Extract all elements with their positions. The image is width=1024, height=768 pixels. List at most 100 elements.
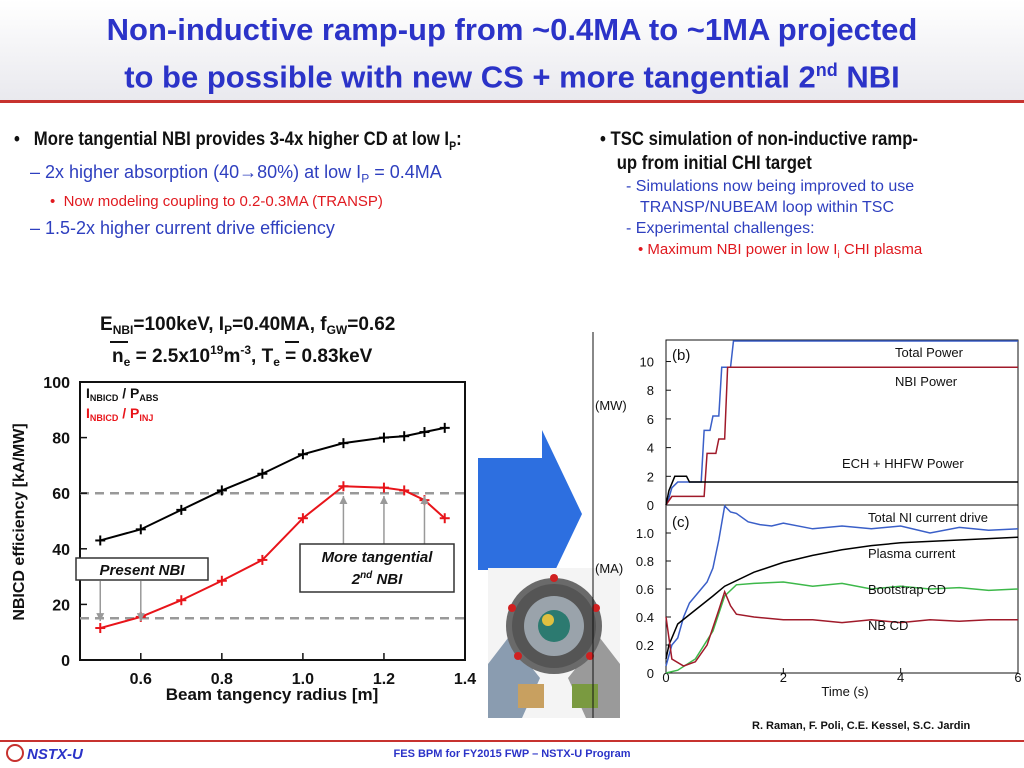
data-point [95, 623, 106, 634]
x-tick-label: 1.2 [373, 671, 395, 688]
svg-text:ENBI=100keV, IP=0.40MA, fGW=0.: ENBI=100keV, IP=0.40MA, fGW=0.62 [100, 314, 395, 337]
y-tick-label: 1.0 [636, 526, 654, 541]
x-tick-label: 4 [897, 670, 904, 685]
tsc-simulation-chart: 0 2 4 6 8 10 0 0.2 0.4 0.6 0.8 1.0 0 2 4 6 (b) (c) (MW)… [592, 332, 1022, 718]
data-point [135, 524, 146, 535]
data-point [297, 513, 308, 524]
data-point [378, 482, 389, 493]
data-point [95, 535, 106, 546]
right-bullet-list: • TSC simulation of non-inductive ramp- … [600, 128, 1024, 267]
bullet-tsc-simulation: • TSC simulation of non-inductive ramp- [600, 129, 918, 150]
y-tick-label: 40 [52, 542, 70, 559]
svg-text:More tangential: More tangential [322, 549, 434, 566]
y-tick-label: 0 [647, 666, 654, 681]
subbullet-simulations-cont: TRANSP/NUBEAM loop within TSC [640, 199, 894, 216]
y-tick-label: 10 [640, 355, 654, 370]
y-tick-label: 0.6 [636, 582, 654, 597]
slide-title: Non-inductive ramp-up from ~0.4MA to ~1M… [0, 10, 1024, 97]
tokamak-device-image [488, 568, 620, 718]
panel-c-series-0 [665, 504, 1019, 667]
y-tick-label: 2 [647, 469, 654, 484]
label-ech-hhfw-power: ECH + HHFW Power [842, 456, 964, 471]
panel-b-frame [665, 339, 1019, 506]
subbullet-simulations: - Simulations now being improved to use [626, 178, 915, 195]
svg-text:2nd NBI: 2nd NBI [351, 570, 403, 588]
y-tick-label: 8 [647, 383, 654, 398]
y-tick-label: 0 [647, 498, 654, 513]
chart-title: ENBI=100keV, IP=0.40MA, fGW=0.62 ne = 2.… [100, 314, 395, 369]
panel-b-series-1 [665, 366, 1018, 506]
svg-text:INBICD / PABS: INBICD / PABS [86, 385, 158, 403]
subsubbullet-transp: • Now modeling coupling to 0.2-0.3MA (TR… [50, 193, 383, 211]
nbicd-efficiency-chart: ENBI=100keV, IP=0.40MA, fGW=0.62 ne = 2.… [11, 314, 476, 704]
y-tick-label: 6 [647, 412, 654, 427]
author-credit: R. Raman, F. Poli, C.E. Kessel, S.C. Jar… [752, 720, 971, 732]
plot-frame [79, 381, 466, 661]
slide-header [0, 0, 1024, 100]
x-tick-label: 6 [1014, 670, 1021, 685]
x-tick-label: 1.0 [292, 671, 314, 688]
label-total-ni-cd: Total NI current drive [868, 510, 988, 525]
bullet-tsc-simulation-cont: up from initial CHI target [616, 153, 812, 174]
bullet-tangential-nbi: • More tangential NBI provides 3-4x high… [14, 129, 462, 153]
x-tick-label: 0 [662, 670, 669, 685]
present-nbi-arrow [136, 581, 145, 622]
series-line-0 [99, 426, 445, 542]
x-tick-label: 0.6 [130, 671, 152, 688]
data-point [439, 513, 450, 524]
label-total-power: Total Power [895, 345, 964, 360]
panel-c-frame [665, 504, 1019, 674]
label-nb-cd: NB CD [868, 618, 908, 633]
present-nbi-arrow [96, 581, 105, 622]
data-point [216, 485, 227, 496]
data-point [399, 431, 410, 442]
label-bootstrap-cd: Bootstrap CD [868, 582, 946, 597]
y-tick-label: 80 [52, 431, 70, 448]
panel-c-label: (c) [672, 514, 690, 531]
more-tangential-arrow [420, 495, 429, 544]
y-tick-label: 4 [647, 441, 654, 456]
panel-b-series-2 [665, 475, 1018, 506]
data-point [338, 438, 349, 449]
title-line-2: to be possible with new CS + more tangen… [124, 59, 900, 95]
x-axis-label: Beam tangency radius [m] [166, 685, 379, 704]
data-point [216, 575, 227, 586]
data-point [338, 481, 349, 492]
more-tangential-arrow [379, 495, 388, 544]
data-point [176, 504, 187, 515]
subbullet-efficiency: – 1.5-2x higher current drive efficiency [30, 218, 335, 239]
x-tick-label: 1.4 [454, 671, 476, 688]
time-axis-label: Time (s) [821, 684, 868, 699]
panel-b-ylabel: (MW) [595, 398, 627, 413]
data-point [257, 554, 268, 565]
nstx-logo-icon [6, 744, 24, 762]
header-divider [0, 100, 1024, 103]
panel-c-series-3 [665, 589, 1018, 667]
data-point [297, 449, 308, 460]
more-tangential-label: More tangential 2nd NBI [299, 543, 455, 593]
data-point [257, 468, 268, 479]
data-point [439, 422, 450, 433]
panel-c-series-1 [665, 536, 1019, 660]
present-nbi-label: Present NBI [75, 557, 209, 581]
transition-arrow [478, 430, 582, 598]
y-tick-label: 0.8 [636, 554, 654, 569]
left-bullet-list: • More tangential NBI provides 3-4x high… [14, 128, 594, 240]
panel-b-label: (b) [672, 347, 690, 364]
y-tick-label: 0.4 [636, 610, 654, 625]
label-plasma-current: Plasma current [868, 546, 956, 561]
subsubbullet-nbi-power: • Maximum NBI power in low Ii CHI plasma [638, 241, 923, 261]
footer-divider [0, 740, 1024, 742]
x-tick-label: 2 [780, 670, 787, 685]
data-point [176, 595, 187, 606]
svg-text:Present NBI: Present NBI [99, 562, 185, 579]
y-tick-label: 100 [43, 375, 70, 392]
footer-program: FES BPM for FY2015 FWP – NSTX-U Program [393, 748, 631, 760]
y-tick-label: 0 [61, 653, 70, 670]
nstx-logo: NSTX-U [6, 744, 83, 763]
label-nbi-power: NBI Power [895, 374, 958, 389]
x-tick-label: 0.8 [211, 671, 233, 688]
y-tick-label: 0.2 [636, 638, 654, 653]
panel-c-ylabel: (MA) [595, 561, 623, 576]
subbullet-challenges: - Experimental challenges: [626, 220, 815, 237]
